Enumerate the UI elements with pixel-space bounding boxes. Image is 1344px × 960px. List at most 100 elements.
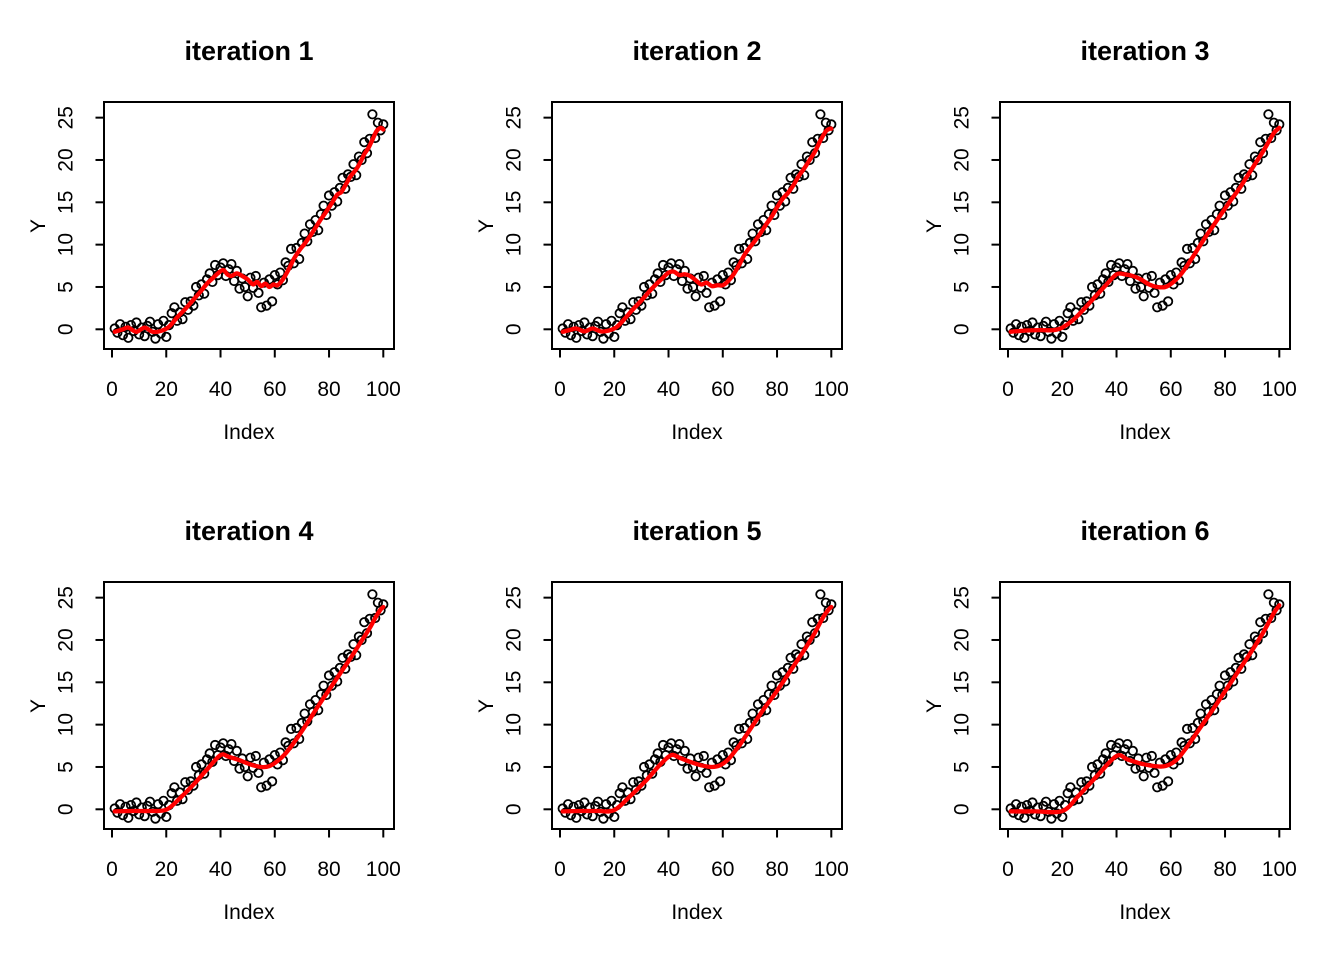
panel-iteration-2: iteration 2 Index Y 0 20 40 60 80 100 0 5 10 15 20… [448,0,896,480]
data-point [150,333,161,344]
data-point [704,782,715,793]
data-point [1146,270,1157,282]
data-point [1263,589,1274,600]
data-point [1035,330,1046,342]
y-tick-label: 5 [54,281,77,293]
data-point [1130,763,1141,774]
x-tick-label: 60 [711,858,734,881]
data-point [1103,276,1114,287]
data-point [636,780,647,791]
data-point [242,291,253,302]
data-point [231,745,242,756]
plot-canvas: 0 20 40 60 80 100 0 5 10 15 20 25 [950,581,1297,881]
data-point [766,680,777,691]
y-tick-label: 20 [502,628,525,651]
data-point [367,589,378,600]
panel-title: iteration 3 [1080,36,1210,66]
data-point [367,109,378,120]
data-point [318,680,329,691]
data-point [714,776,726,787]
data-point [704,302,715,313]
data-point [698,270,709,282]
data-point [714,296,726,307]
x-tick-label: 40 [657,858,680,881]
data-point [201,754,213,765]
data-point [701,767,712,778]
data-point [250,270,261,282]
plot-box [551,581,843,830]
y-tick-label: 10 [951,713,974,736]
data-point [242,771,253,782]
x-tick-label: 0 [1002,858,1014,881]
x-axis-label: Index [1119,421,1171,444]
data-point [1263,109,1274,120]
data-point [250,750,261,762]
data-point [687,281,698,293]
y-tick-label: 5 [502,761,525,773]
data-point [1019,332,1030,343]
data-point [1127,745,1138,756]
x-tick-label: 80 [765,858,788,881]
plot-canvas: 0 20 40 60 80 100 0 5 10 15 20 25 [950,101,1297,401]
data-point [1165,749,1176,761]
x-axis-label: Index [223,901,275,924]
data-point [1065,782,1076,793]
y-tick-label: 15 [951,191,974,214]
x-tick-label: 100 [814,858,849,881]
data-point [169,302,180,313]
data-point [1057,331,1068,342]
data-point [239,281,250,293]
plot-box [103,581,395,830]
data-point [815,109,826,120]
x-axis-label: Index [1119,901,1171,924]
plot-box [103,101,395,350]
data-point [1092,279,1103,290]
y-tick-label: 15 [503,671,526,694]
data-point [1019,812,1030,823]
data-point [733,243,745,254]
data-point [1097,754,1109,765]
data-point [1146,750,1157,762]
data-point [579,317,590,328]
data-point [256,782,267,793]
smoother-curve [1008,125,1282,334]
data-point [563,799,574,810]
data-point [1181,243,1193,254]
y-tick-label: 0 [503,803,526,815]
y-tick-label: 25 [950,586,973,609]
data-point [1135,281,1146,293]
data-point [226,738,237,750]
y-tick-label: 5 [950,761,973,773]
x-tick-label: 20 [603,858,626,881]
y-tick-label: 0 [55,803,78,815]
data-point [587,330,598,342]
data-point [1046,333,1057,344]
x-tick-label: 40 [1105,378,1128,401]
data-point [679,745,690,756]
x-tick-label: 60 [1159,858,1182,881]
y-tick-label: 25 [502,106,525,129]
data-point [1241,171,1252,182]
data-point [285,243,297,254]
data-point [598,813,609,824]
data-point [188,780,199,791]
x-tick-label: 80 [317,858,340,881]
y-tick-label: 10 [503,233,526,256]
x-tick-label: 80 [1213,858,1236,881]
y-tick-label: 20 [54,148,77,171]
x-tick-label: 60 [263,858,286,881]
data-point [123,812,134,823]
x-tick-label: 80 [1213,378,1236,401]
y-tick-label: 0 [951,323,974,335]
data-point [1138,291,1149,302]
y-tick-label: 10 [951,233,974,256]
x-tick-label: 40 [1105,858,1128,881]
data-point [253,767,264,778]
data-point [804,154,815,166]
y-tick-label: 15 [55,191,78,214]
data-point [571,332,582,343]
y-tick-label: 10 [55,233,78,256]
plot-canvas: 0 20 40 60 80 100 0 5 10 15 20 25 [502,101,849,401]
x-tick-label: 100 [366,378,401,401]
